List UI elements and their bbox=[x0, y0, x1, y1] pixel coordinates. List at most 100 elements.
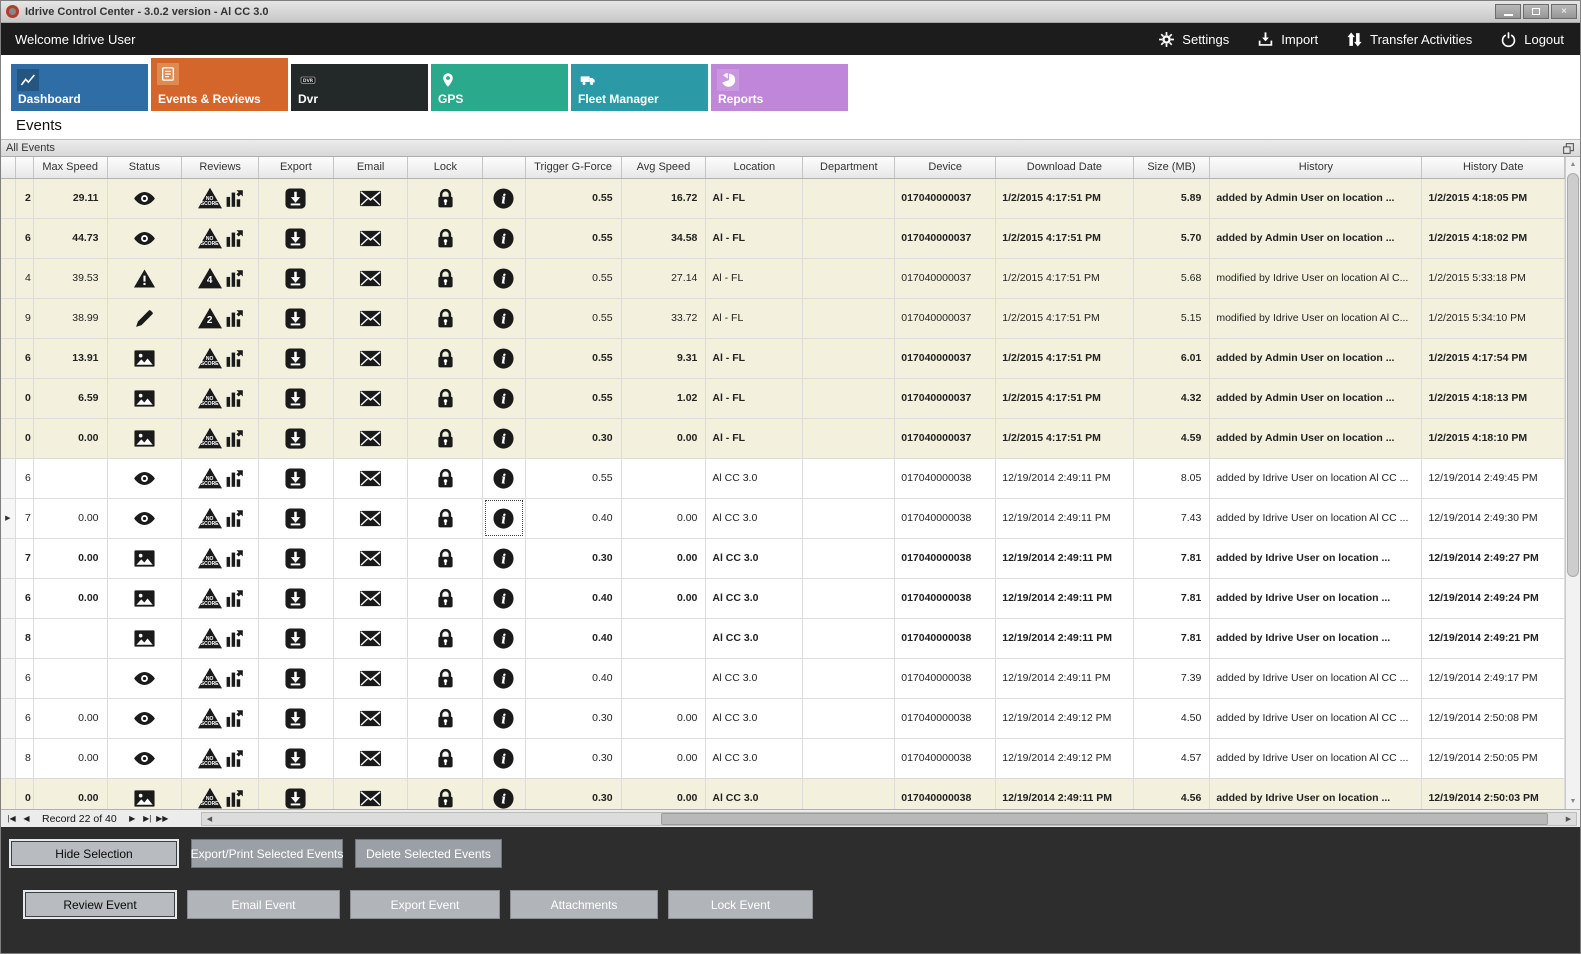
email-cell[interactable] bbox=[333, 498, 409, 539]
table-row[interactable]: ▶ 7 0.00 NO SCORE 0.40 0.00 Al CC 3.0 0170400000… bbox=[1, 498, 1565, 539]
email-cell[interactable] bbox=[333, 578, 409, 619]
table-row[interactable]: 7 0.00 NO SCORE 0.30 0.00 Al CC 3.0 01704000003… bbox=[1, 538, 1565, 579]
lock-cell[interactable] bbox=[407, 378, 484, 419]
transfer-activities-button[interactable]: Transfer Activities bbox=[1346, 31, 1472, 48]
email-cell[interactable] bbox=[333, 218, 409, 259]
lock-cell[interactable] bbox=[407, 738, 484, 779]
column-header[interactable]: Department bbox=[802, 157, 896, 179]
lock-cell[interactable] bbox=[407, 218, 484, 259]
export-cell[interactable] bbox=[258, 458, 334, 499]
table-row[interactable]: 6 NO SCORE 0.40 Al CC 3.0 017040000038 12/19/2… bbox=[1, 658, 1565, 699]
attachments-button[interactable]: Attachments bbox=[510, 890, 658, 919]
email-cell[interactable] bbox=[333, 378, 409, 419]
hide-selection-button[interactable]: Hide Selection bbox=[9, 839, 179, 868]
export-cell[interactable] bbox=[258, 658, 334, 699]
email-event-button[interactable]: Email Event bbox=[187, 890, 340, 919]
info-cell[interactable] bbox=[482, 538, 526, 579]
lock-event-button[interactable]: Lock Event bbox=[668, 890, 813, 919]
column-header[interactable]: Email bbox=[333, 157, 409, 179]
lock-cell[interactable] bbox=[407, 458, 484, 499]
column-header[interactable]: Status bbox=[107, 157, 183, 179]
export-cell[interactable] bbox=[258, 538, 334, 579]
lock-cell[interactable] bbox=[407, 618, 484, 659]
table-row[interactable]: 6 0.00 NO SCORE 0.30 0.00 Al CC 3.0 01704000003… bbox=[1, 698, 1565, 739]
info-cell[interactable] bbox=[482, 658, 526, 699]
column-header[interactable]: Trigger G-Force bbox=[525, 157, 622, 179]
tab-reports[interactable]: Reports bbox=[711, 64, 848, 111]
info-cell[interactable] bbox=[482, 618, 526, 659]
info-cell[interactable] bbox=[482, 418, 526, 459]
email-cell[interactable] bbox=[333, 418, 409, 459]
table-row[interactable]: 6 0.00 NO SCORE 0.40 0.00 Al CC 3.0 01704000003… bbox=[1, 578, 1565, 619]
column-header[interactable] bbox=[1, 157, 16, 179]
export-cell[interactable] bbox=[258, 618, 334, 659]
export-cell[interactable] bbox=[258, 418, 334, 459]
table-row[interactable]: 8 0.00 NO SCORE 0.30 0.00 Al CC 3.0 01704000003… bbox=[1, 738, 1565, 779]
import-button[interactable]: Import bbox=[1257, 31, 1318, 48]
table-row[interactable]: 6 NO SCORE 0.55 Al CC 3.0 017040000038 12/19/2… bbox=[1, 458, 1565, 499]
export-cell[interactable] bbox=[258, 338, 334, 379]
email-cell[interactable] bbox=[333, 258, 409, 299]
scroll-right-icon[interactable]: ▶ bbox=[1565, 816, 1572, 823]
table-row[interactable]: 0 0.00 NO SCORE 0.30 0.00 Al CC 3.0 01704000003… bbox=[1, 778, 1565, 809]
email-cell[interactable] bbox=[333, 458, 409, 499]
column-header[interactable]: History Date bbox=[1421, 157, 1565, 179]
column-header[interactable]: History bbox=[1209, 157, 1423, 179]
settings-button[interactable]: Settings bbox=[1158, 31, 1229, 48]
close-button[interactable]: × bbox=[1551, 4, 1577, 19]
info-cell[interactable] bbox=[482, 698, 526, 739]
prev-record-button[interactable]: ◀ bbox=[23, 814, 30, 823]
export-cell[interactable] bbox=[258, 778, 334, 809]
column-header[interactable]: Export bbox=[258, 157, 334, 179]
export-cell[interactable] bbox=[258, 298, 334, 339]
info-cell[interactable] bbox=[482, 298, 526, 339]
column-header[interactable]: Reviews bbox=[181, 157, 259, 179]
table-row[interactable]: 4 39.53 4 0.55 27.14 Al - FL 017040000037 1/2/2… bbox=[1, 258, 1565, 299]
lock-cell[interactable] bbox=[407, 298, 484, 339]
last-record-button[interactable]: ▶| bbox=[143, 814, 152, 823]
table-row[interactable]: 6 13.91 NO SCORE 0.55 9.31 Al - FL 017040000037… bbox=[1, 338, 1565, 379]
export-cell[interactable] bbox=[258, 178, 334, 219]
table-row[interactable]: 0 0.00 NO SCORE 0.30 0.00 Al - FL 017040000037 1… bbox=[1, 418, 1565, 459]
lock-cell[interactable] bbox=[407, 698, 484, 739]
lock-cell[interactable] bbox=[407, 578, 484, 619]
export-cell[interactable] bbox=[258, 578, 334, 619]
export-cell[interactable] bbox=[258, 218, 334, 259]
lock-cell[interactable] bbox=[407, 538, 484, 579]
table-row[interactable]: 9 38.99 2 0.55 33.72 Al - FL 017040000037 1/2/2… bbox=[1, 298, 1565, 339]
table-row[interactable]: 8 NO SCORE 0.40 Al CC 3.0 017040000038 12/19/2… bbox=[1, 618, 1565, 659]
scroll-down-icon[interactable]: ▼ bbox=[1569, 798, 1577, 805]
scroll-up-icon[interactable]: ▲ bbox=[1569, 161, 1577, 168]
lock-cell[interactable] bbox=[407, 658, 484, 699]
column-header[interactable]: Size (MB) bbox=[1133, 157, 1211, 179]
lock-cell[interactable] bbox=[407, 418, 484, 459]
info-cell[interactable] bbox=[482, 738, 526, 779]
lock-cell[interactable] bbox=[407, 178, 484, 219]
column-header[interactable]: Device bbox=[894, 157, 997, 179]
info-cell[interactable] bbox=[482, 458, 526, 499]
column-header[interactable] bbox=[482, 157, 526, 179]
first-record-button[interactable]: |◀ bbox=[7, 814, 16, 823]
info-cell[interactable] bbox=[482, 778, 526, 809]
email-cell[interactable] bbox=[333, 698, 409, 739]
tab-fleet-manager[interactable]: Fleet Manager bbox=[571, 64, 708, 111]
email-cell[interactable] bbox=[333, 618, 409, 659]
info-cell[interactable] bbox=[482, 378, 526, 419]
column-header[interactable]: Avg Speed bbox=[621, 157, 707, 179]
lock-cell[interactable] bbox=[407, 498, 484, 539]
lock-cell[interactable] bbox=[407, 778, 484, 809]
info-cell[interactable] bbox=[482, 498, 526, 539]
info-cell[interactable] bbox=[482, 218, 526, 259]
column-header[interactable]: Location bbox=[705, 157, 804, 179]
export-print-selected-events-button[interactable]: Export/Print Selected Events bbox=[191, 839, 343, 868]
vertical-scroll-thumb[interactable] bbox=[1567, 173, 1579, 578]
table-row[interactable]: 6 44.73 NO SCORE 0.55 34.58 Al - FL 01704000003… bbox=[1, 218, 1565, 259]
info-cell[interactable] bbox=[482, 578, 526, 619]
lock-cell[interactable] bbox=[407, 258, 484, 299]
vertical-scrollbar[interactable]: ▲ ▼ bbox=[1565, 157, 1580, 809]
delete-selected-events-button[interactable]: Delete Selected Events bbox=[355, 839, 502, 868]
table-row[interactable]: 2 29.11 NO SCORE 0.55 16.72 Al - FL 01704000003… bbox=[1, 178, 1565, 219]
email-cell[interactable] bbox=[333, 738, 409, 779]
export-cell[interactable] bbox=[258, 738, 334, 779]
review-event-button[interactable]: Review Event bbox=[23, 890, 177, 919]
